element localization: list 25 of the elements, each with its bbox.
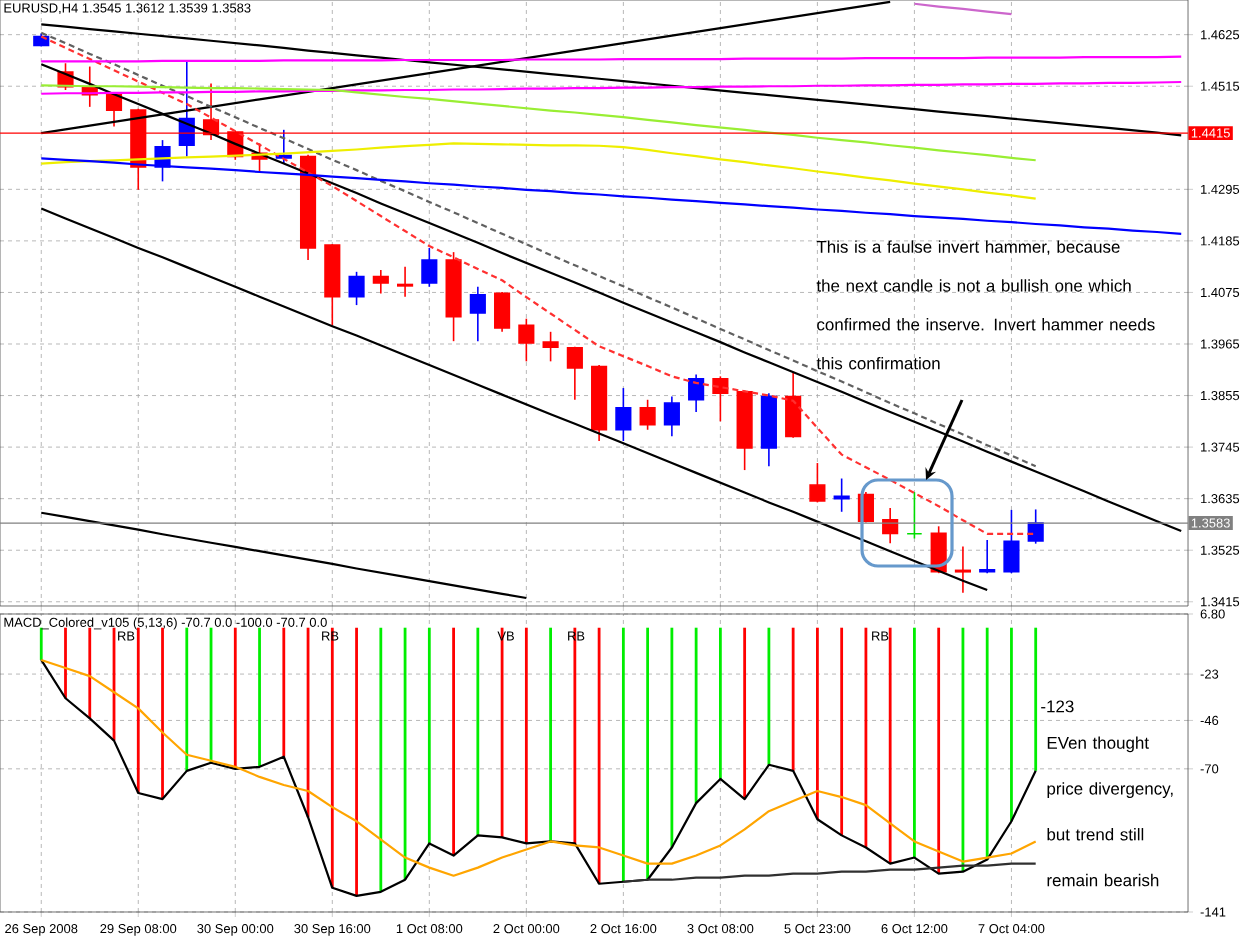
text: This is a faulse invert hammer, because the next candle is not a bullish one which confirmed the inserve. Invert hammer needs this confirmation <box>816 240 1155 370</box>
candlestick <box>906 491 923 540</box>
candlestick <box>1003 509 1020 574</box>
annotation: -123 <box>1041 700 1074 713</box>
candlestick <box>663 395 680 438</box>
candlestick <box>639 398 656 431</box>
candlestick <box>566 346 583 401</box>
candlestick <box>785 371 802 439</box>
candlestick <box>954 545 972 594</box>
candlestick <box>421 247 438 288</box>
candlestick <box>275 129 292 165</box>
candlestick <box>494 291 511 333</box>
candlestick <box>396 265 414 298</box>
candlestick <box>518 317 535 363</box>
candlestick <box>712 375 729 423</box>
text: EVen thought price divergency, but trend still remain bearish <box>1047 736 1173 887</box>
candlestick <box>809 462 826 504</box>
candlestick <box>348 271 365 306</box>
candlestick <box>979 539 996 574</box>
candlestick <box>469 286 486 342</box>
candlestick <box>372 269 389 295</box>
candlestick <box>105 92 123 128</box>
candlestick <box>615 387 632 442</box>
candlestick <box>542 331 559 363</box>
candlestick <box>688 373 705 413</box>
